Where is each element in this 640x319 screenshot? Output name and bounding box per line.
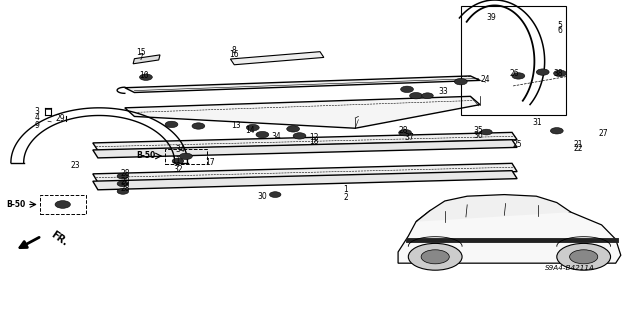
Text: 4: 4 — [35, 113, 40, 122]
Circle shape — [140, 74, 152, 80]
Circle shape — [269, 192, 281, 197]
Text: 17: 17 — [205, 158, 215, 167]
Circle shape — [287, 126, 300, 132]
Text: 37: 37 — [404, 133, 415, 142]
Text: 15: 15 — [136, 48, 146, 57]
Polygon shape — [125, 96, 480, 128]
Text: 10: 10 — [139, 71, 149, 80]
Polygon shape — [416, 195, 571, 222]
Polygon shape — [133, 55, 160, 64]
Circle shape — [117, 173, 129, 179]
Text: 21: 21 — [574, 140, 583, 149]
Text: 7: 7 — [138, 53, 143, 62]
Circle shape — [481, 129, 492, 135]
Circle shape — [454, 78, 467, 85]
Polygon shape — [125, 76, 480, 93]
Text: 5: 5 — [557, 21, 563, 30]
Bar — [40, 195, 86, 214]
Circle shape — [401, 86, 413, 93]
Text: 2: 2 — [343, 193, 348, 202]
Text: 33: 33 — [438, 87, 449, 96]
Text: 34: 34 — [175, 145, 186, 154]
Text: 35: 35 — [474, 126, 484, 135]
Text: S9A4-B4211A: S9A4-B4211A — [545, 265, 595, 271]
Text: 26: 26 — [509, 69, 520, 78]
Circle shape — [512, 73, 525, 79]
Circle shape — [422, 93, 433, 99]
Text: 31: 31 — [532, 118, 543, 127]
Circle shape — [55, 201, 70, 208]
Text: 12: 12 — [309, 133, 318, 142]
Circle shape — [557, 243, 611, 270]
Circle shape — [399, 130, 412, 136]
Circle shape — [410, 93, 422, 99]
Text: 28: 28 — [120, 169, 129, 178]
Text: 22: 22 — [574, 145, 583, 153]
Text: 28: 28 — [120, 177, 129, 186]
Text: 9: 9 — [35, 121, 40, 130]
Text: 14: 14 — [244, 126, 255, 135]
Polygon shape — [93, 140, 517, 158]
Text: 32: 32 — [173, 165, 183, 174]
Circle shape — [192, 123, 205, 129]
Text: 28: 28 — [120, 184, 129, 193]
Circle shape — [165, 121, 178, 128]
Text: 1: 1 — [343, 185, 348, 194]
Polygon shape — [230, 52, 324, 65]
Circle shape — [117, 181, 129, 187]
Polygon shape — [93, 132, 517, 151]
Circle shape — [554, 70, 566, 77]
Text: 30: 30 — [257, 192, 268, 201]
Text: 38: 38 — [553, 69, 563, 78]
Circle shape — [179, 153, 192, 160]
Circle shape — [550, 128, 563, 134]
Text: 23: 23 — [70, 161, 81, 170]
Text: 16: 16 — [228, 50, 239, 59]
Circle shape — [408, 243, 462, 270]
Circle shape — [536, 69, 549, 75]
Circle shape — [570, 250, 598, 264]
Text: 8: 8 — [231, 46, 236, 55]
Text: 11: 11 — [172, 156, 180, 165]
Polygon shape — [93, 163, 517, 182]
Text: 39: 39 — [486, 13, 497, 22]
Text: 29: 29 — [55, 114, 65, 123]
Text: FR.: FR. — [49, 229, 70, 248]
Text: B-50: B-50 — [6, 200, 26, 209]
Text: 6: 6 — [557, 26, 563, 35]
Text: 28: 28 — [399, 126, 408, 135]
Circle shape — [246, 124, 259, 131]
Text: B-50: B-50 — [136, 151, 156, 160]
Text: 3: 3 — [35, 107, 40, 116]
Circle shape — [293, 133, 306, 139]
Text: 36: 36 — [474, 131, 484, 140]
Bar — [165, 149, 207, 164]
Polygon shape — [93, 171, 517, 190]
Circle shape — [256, 131, 269, 138]
Text: 34: 34 — [271, 132, 282, 141]
Circle shape — [117, 189, 129, 194]
Bar — [461, 6, 566, 115]
Text: 24: 24 — [480, 75, 490, 84]
Polygon shape — [398, 204, 621, 263]
Text: 25: 25 — [512, 140, 522, 149]
Text: 18: 18 — [309, 137, 318, 146]
Circle shape — [421, 250, 449, 264]
Text: 13: 13 — [230, 121, 241, 130]
Text: 27: 27 — [598, 130, 608, 138]
Circle shape — [172, 158, 184, 164]
